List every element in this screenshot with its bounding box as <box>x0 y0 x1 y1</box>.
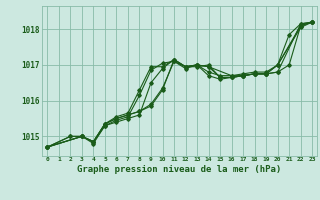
X-axis label: Graphe pression niveau de la mer (hPa): Graphe pression niveau de la mer (hPa) <box>77 165 281 174</box>
